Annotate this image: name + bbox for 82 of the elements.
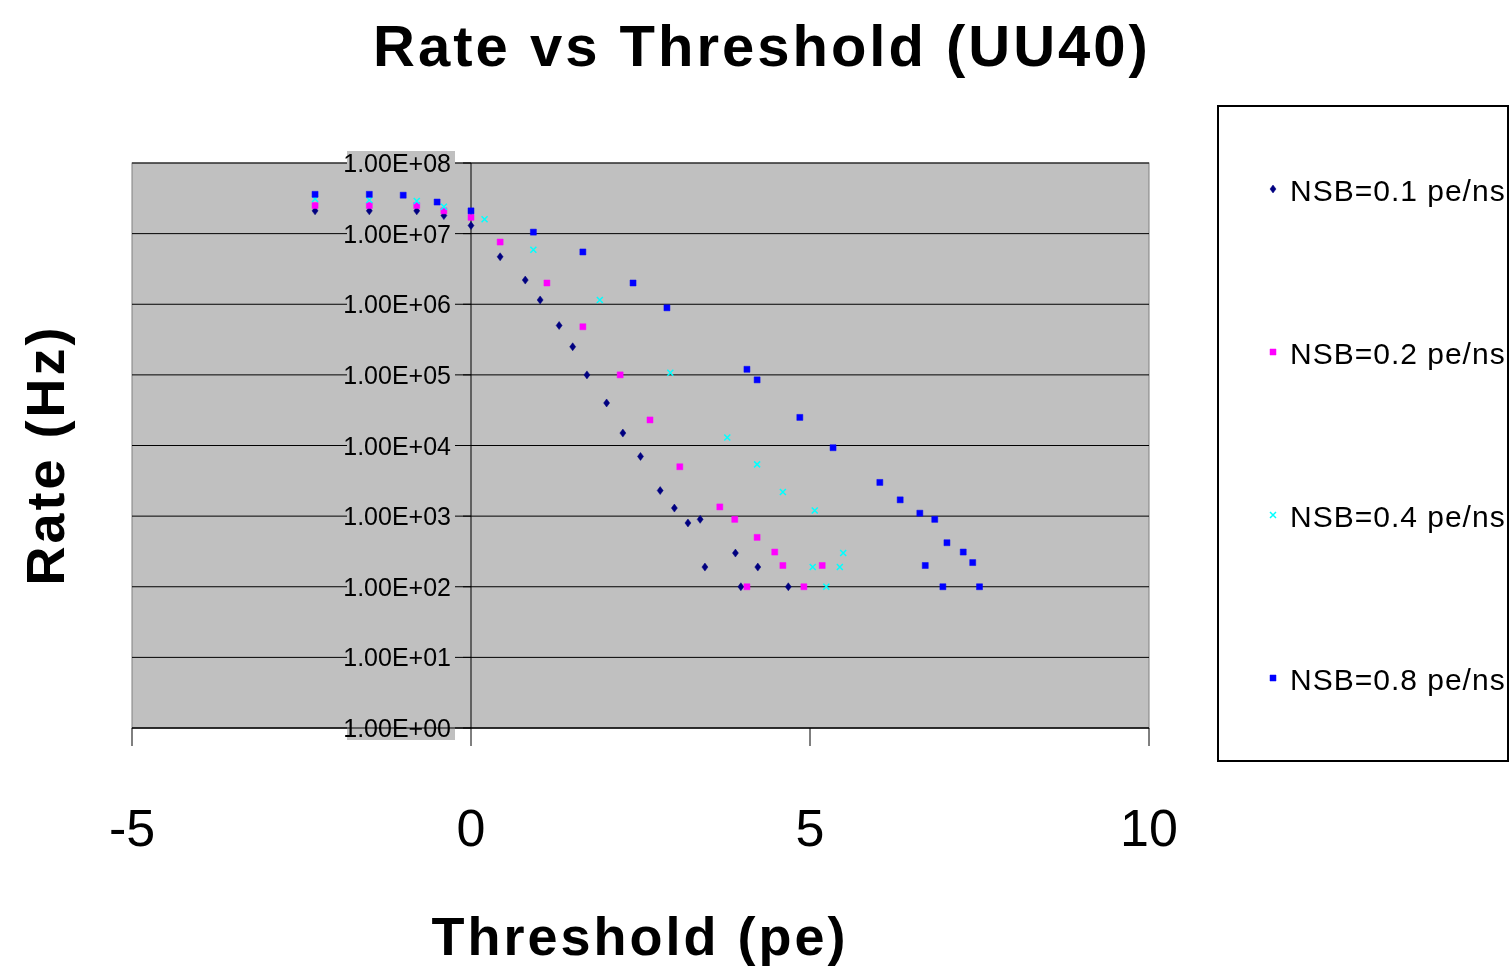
y-tick-label: 1.00E+05 — [343, 360, 451, 389]
point — [467, 214, 475, 221]
point — [366, 202, 373, 209]
point — [543, 279, 551, 287]
point — [603, 398, 610, 408]
point — [671, 503, 678, 513]
y-tick-label: 1.00E+06 — [343, 290, 451, 319]
point — [896, 496, 904, 504]
legend-label: NSB=0.1 pe/ns — [1290, 174, 1506, 207]
legend-label: NSB=0.2 pe/ns — [1290, 337, 1506, 370]
point — [737, 582, 745, 591]
point — [771, 548, 778, 556]
point — [629, 279, 637, 287]
y-tick-label: 1.00E+02 — [343, 572, 451, 601]
point — [731, 516, 738, 523]
point — [656, 486, 664, 495]
y-tick-label: 1.00E+07 — [343, 219, 451, 248]
x-tick-label: -5 — [108, 799, 156, 857]
y-tick-label: 1.00E+08 — [343, 149, 451, 177]
point — [496, 252, 504, 262]
point — [743, 366, 751, 373]
point — [413, 202, 421, 209]
point — [785, 582, 792, 591]
point — [779, 562, 787, 569]
point — [530, 228, 537, 236]
point — [684, 518, 692, 528]
y-tick-label: 1.00E+04 — [343, 431, 452, 460]
point — [753, 376, 761, 384]
point — [931, 516, 938, 523]
point — [366, 191, 373, 198]
point — [536, 295, 544, 305]
point — [779, 488, 787, 496]
point — [496, 238, 504, 246]
point — [969, 559, 976, 566]
x-tick-label: 5 — [795, 799, 825, 857]
point — [943, 539, 951, 546]
x-tick-label: 0 — [456, 799, 486, 857]
point — [976, 583, 983, 590]
point — [829, 444, 837, 451]
point — [311, 191, 319, 198]
x-tick-label: 10 — [1120, 799, 1178, 857]
point — [569, 342, 576, 352]
x-axis-title: Threshold (pe) — [431, 906, 849, 966]
y-tick-label: 1.00E+03 — [343, 502, 451, 531]
point — [696, 515, 704, 524]
legend-label: NSB=0.4 pe/ns — [1290, 500, 1506, 533]
point — [579, 248, 587, 256]
point — [822, 583, 831, 591]
point — [796, 414, 804, 421]
point — [916, 509, 924, 517]
point — [922, 562, 929, 569]
point — [663, 304, 671, 312]
point — [521, 275, 529, 285]
point — [800, 583, 808, 590]
point — [732, 548, 739, 558]
point — [616, 371, 624, 379]
legend-label: NSB=0.8 pe/ns — [1290, 663, 1506, 696]
point — [959, 548, 967, 556]
point — [433, 198, 441, 206]
point — [701, 562, 709, 572]
point — [716, 503, 724, 511]
point — [676, 463, 684, 471]
point — [876, 479, 884, 486]
point — [311, 202, 319, 209]
point — [754, 562, 762, 572]
point — [619, 428, 627, 438]
point — [467, 221, 475, 230]
point — [555, 321, 563, 330]
point — [753, 534, 761, 541]
point — [579, 323, 587, 331]
point — [939, 583, 947, 590]
point — [646, 416, 654, 424]
y-tick-label: 1.00E+01 — [343, 643, 451, 672]
y-tick-label: 1.00E+00 — [343, 714, 451, 742]
point — [743, 583, 751, 590]
point — [818, 562, 826, 569]
y-axis-title: Rate (Hz) — [15, 324, 75, 586]
point — [637, 452, 644, 461]
point — [399, 191, 407, 199]
chart-title: Rate vs Threshold (UU40) — [373, 13, 1151, 78]
point — [583, 370, 591, 380]
point — [467, 207, 475, 215]
